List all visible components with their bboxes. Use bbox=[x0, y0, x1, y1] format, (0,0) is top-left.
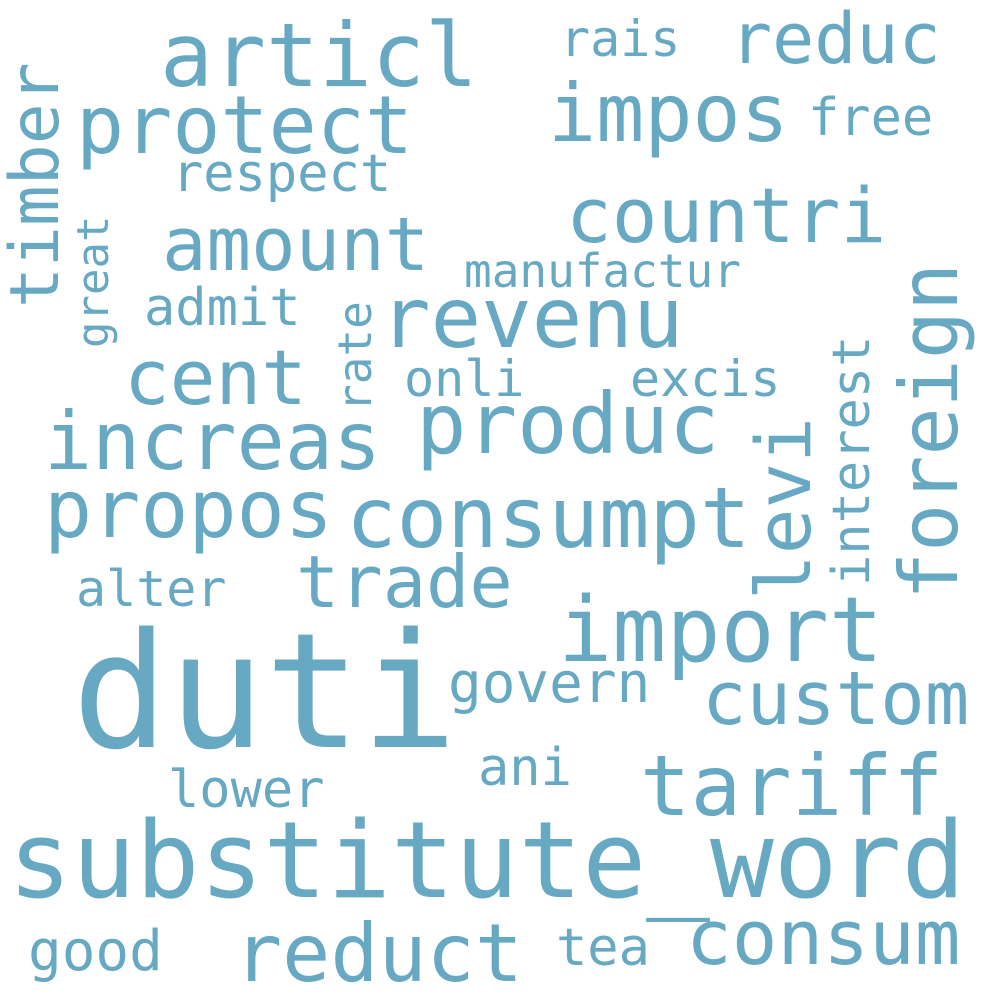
word-lower: lower bbox=[168, 760, 325, 820]
word-substitute-word: substitute_word bbox=[8, 799, 966, 922]
word-great: great bbox=[68, 215, 119, 348]
word-excis: excis bbox=[630, 350, 781, 408]
word-trade: trade bbox=[296, 540, 513, 624]
word-increas: increas bbox=[44, 395, 382, 488]
word-levi: levi bbox=[739, 416, 828, 600]
word-consumpt: consumpt bbox=[346, 469, 751, 567]
word-tariff: tariff bbox=[640, 737, 944, 835]
word-rate: rate bbox=[328, 301, 382, 412]
word-duti: duti bbox=[72, 598, 458, 785]
word-govern: govern bbox=[448, 651, 651, 716]
word-ani: ani bbox=[478, 738, 572, 798]
word-articl: articl bbox=[160, 4, 478, 107]
word-alter: alter bbox=[76, 560, 227, 618]
word-respect: respect bbox=[172, 144, 392, 204]
word-produc: produc bbox=[416, 375, 720, 473]
word-custom: custom bbox=[702, 656, 970, 742]
word-rais: rais bbox=[560, 10, 681, 68]
word-reduct: reduct bbox=[234, 907, 523, 1000]
word-reduc: reduc bbox=[730, 0, 941, 80]
word-good: good bbox=[28, 919, 163, 984]
word-cent: cent bbox=[124, 333, 308, 422]
word-interest: interest bbox=[822, 335, 882, 586]
word-free: free bbox=[808, 88, 934, 148]
word-import: import bbox=[558, 578, 884, 683]
word-propos: propos bbox=[44, 463, 333, 556]
word-manufactur: manufactur bbox=[464, 244, 741, 298]
word-admit: admit bbox=[144, 278, 301, 338]
word-countri: countri bbox=[566, 171, 887, 260]
word-consum: consum bbox=[686, 893, 961, 982]
word-onli: onli bbox=[404, 350, 525, 408]
word-impos: impos bbox=[548, 67, 789, 160]
word-tea: tea bbox=[556, 918, 650, 978]
word-protect: protect bbox=[76, 79, 414, 172]
word-amount: amount bbox=[162, 202, 430, 288]
word-foreign: foreign bbox=[883, 262, 976, 600]
word-timber: timber bbox=[0, 62, 75, 308]
word-revenu: revenu bbox=[380, 269, 684, 367]
